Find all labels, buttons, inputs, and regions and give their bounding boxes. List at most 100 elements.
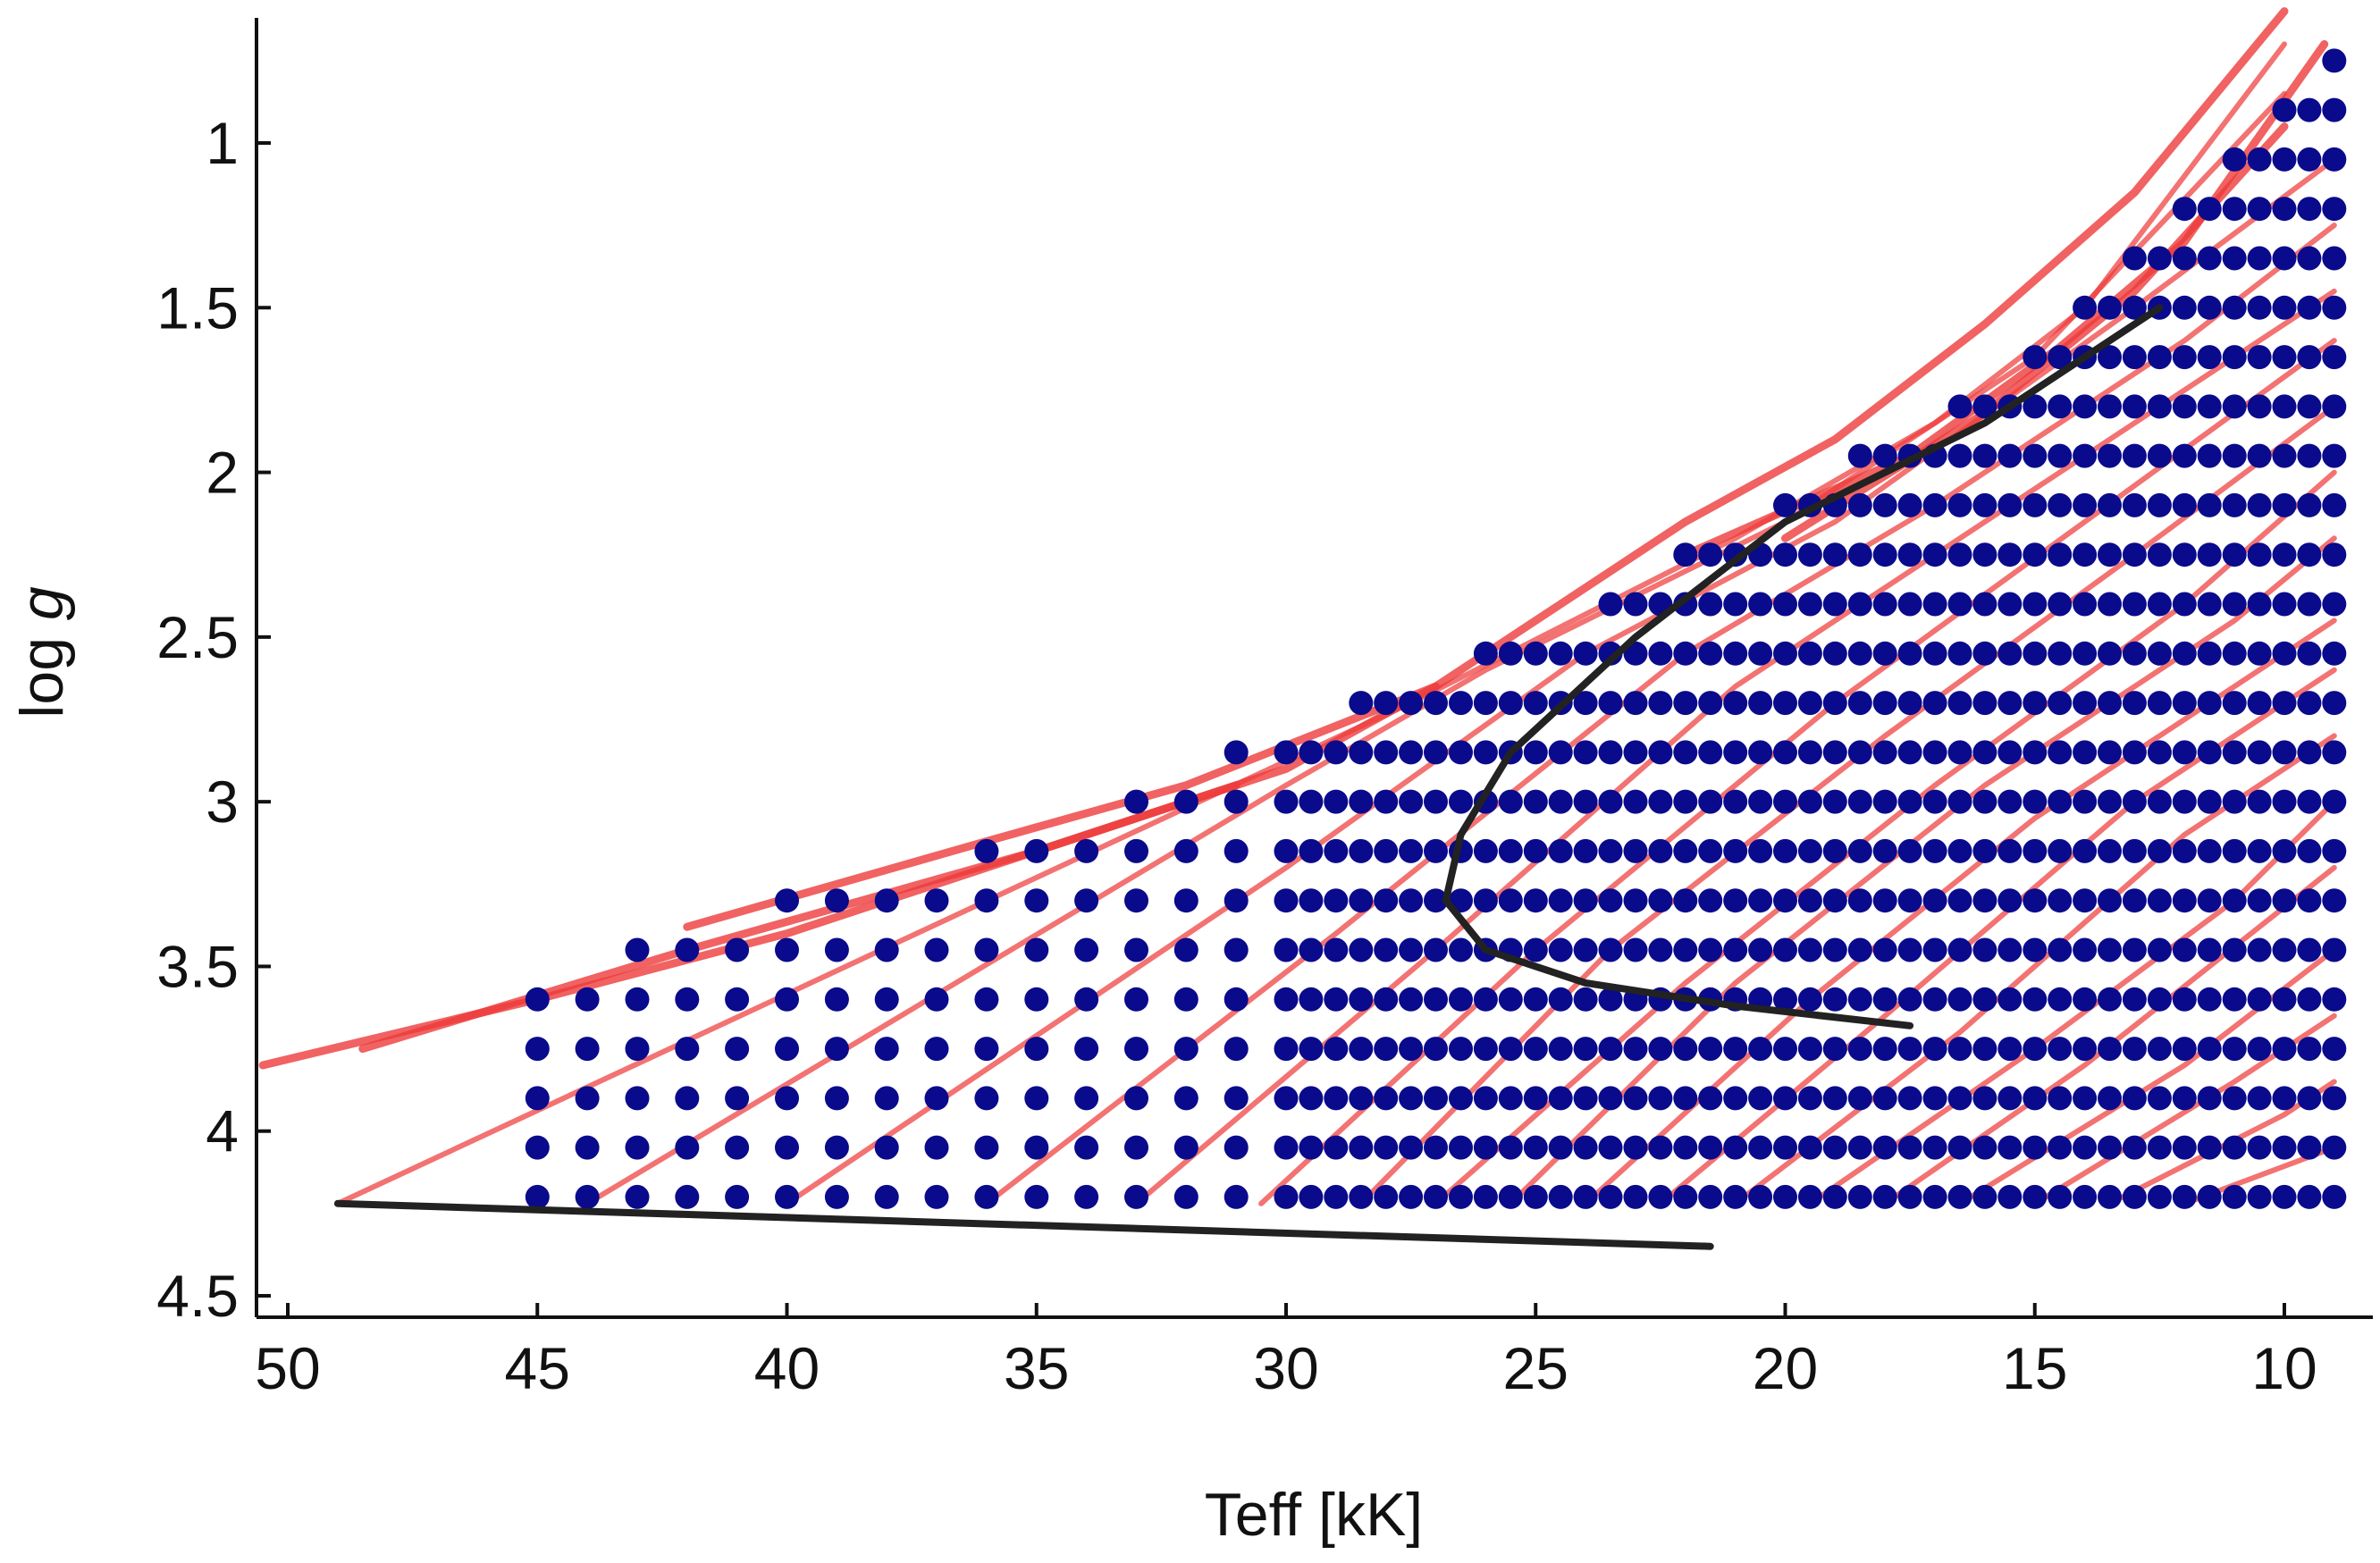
- grid-point: [2222, 394, 2247, 419]
- grid-point: [1822, 987, 1847, 1012]
- grid-point: [1847, 740, 1872, 765]
- grid-point: [1173, 1086, 1198, 1111]
- grid-point: [2197, 740, 2222, 765]
- grid-point: [1523, 1184, 1548, 1209]
- grid-point: [1748, 740, 1773, 765]
- grid-point: [2147, 987, 2172, 1012]
- axes: [255, 18, 2373, 1319]
- grid-point: [1748, 789, 1773, 814]
- grid-point: [2073, 691, 2098, 716]
- grid-point: [2073, 542, 2098, 567]
- grid-point: [625, 1037, 650, 1062]
- grid-point: [1449, 789, 1473, 814]
- grid-point: [2247, 197, 2272, 222]
- grid-point: [1598, 937, 1623, 962]
- grid-point: [1698, 641, 1723, 666]
- grid-point: [1773, 1086, 1797, 1111]
- grid-point: [1797, 691, 1822, 716]
- grid-point: [1723, 641, 1748, 666]
- grid-point: [1124, 888, 1148, 913]
- grid-point: [2098, 443, 2122, 468]
- grid-point: [2172, 789, 2197, 814]
- grid-point: [2098, 492, 2122, 517]
- grid-point: [1723, 937, 1748, 962]
- grid-point: [2048, 937, 2073, 962]
- grid-point: [1673, 740, 1698, 765]
- grid-point: [1498, 691, 1523, 716]
- grid-point: [1773, 641, 1797, 666]
- grid-point: [2023, 740, 2048, 765]
- grid-point: [1922, 592, 1947, 617]
- grid-point: [2048, 740, 2073, 765]
- grid-point: [2172, 1037, 2197, 1062]
- grid-point: [1748, 838, 1773, 863]
- grid-point: [2272, 838, 2297, 863]
- grid-point: [1299, 838, 1324, 863]
- grid-point: [2222, 443, 2247, 468]
- grid-point: [575, 1135, 600, 1160]
- grid-point: [2322, 97, 2347, 122]
- grid-point: [1972, 838, 1997, 863]
- grid-point: [2297, 641, 2322, 666]
- grid-point: [1623, 937, 1648, 962]
- grid-point: [2122, 937, 2147, 962]
- grid-point: [1723, 592, 1748, 617]
- grid-point: [2122, 246, 2147, 271]
- grid-point: [1822, 691, 1847, 716]
- grid-point: [1573, 838, 1598, 863]
- grid-point: [1648, 937, 1673, 962]
- grid-point: [1224, 838, 1249, 863]
- grid-point: [1947, 1184, 1972, 1209]
- grid-point: [2272, 987, 2297, 1012]
- grid-point: [2272, 443, 2297, 468]
- grid-point: [874, 888, 899, 913]
- grid-point: [2122, 888, 2147, 913]
- grid-point: [2098, 1086, 2122, 1111]
- grid-point: [1872, 492, 1897, 517]
- grid-point: [1997, 443, 2023, 468]
- grid-point: [1473, 838, 1498, 863]
- grid-point: [1598, 592, 1623, 617]
- grid-point: [2297, 542, 2322, 567]
- grid-point: [1299, 987, 1324, 1012]
- grid-point: [974, 1184, 999, 1209]
- grid-point: [1473, 740, 1498, 765]
- grid-point: [1473, 1037, 1498, 1062]
- grid-point: [2147, 789, 2172, 814]
- evolutionary-track-16: [2031, 1013, 2337, 1206]
- grid-point: [2272, 1135, 2297, 1160]
- grid-point: [1024, 1184, 1049, 1209]
- grid-point: [2098, 1184, 2122, 1209]
- grid-point: [2247, 691, 2272, 716]
- grid-point: [1349, 789, 1374, 814]
- grid-point: [1648, 789, 1673, 814]
- grid-point: [2147, 443, 2172, 468]
- grid-point: [2098, 592, 2122, 617]
- grid-point: [874, 1135, 899, 1160]
- grid-point: [1274, 789, 1299, 814]
- grid-point: [1498, 888, 1523, 913]
- grid-point: [2023, 987, 2048, 1012]
- grid-point: [2322, 888, 2347, 913]
- grid-point: [1872, 1086, 1897, 1111]
- grid-point: [2297, 394, 2322, 419]
- grid-point: [2197, 937, 2222, 962]
- grid-point: [2048, 1184, 2073, 1209]
- grid-point: [2023, 592, 2048, 617]
- grid-point: [1698, 789, 1723, 814]
- grid-point: [2023, 641, 2048, 666]
- grid-point: [874, 987, 899, 1012]
- x-tick-label: 10: [2251, 1335, 2317, 1401]
- grid-point: [1324, 838, 1349, 863]
- grid-point: [1673, 1086, 1698, 1111]
- grid-point: [1997, 888, 2023, 913]
- grid-point: [1723, 1037, 1748, 1062]
- grid-point: [1374, 740, 1399, 765]
- grid-point: [1473, 1086, 1498, 1111]
- grid-point: [1473, 691, 1498, 716]
- grid-point: [1723, 740, 1748, 765]
- grid-point: [1972, 492, 1997, 517]
- grid-point: [2073, 1037, 2098, 1062]
- grid-point: [1473, 987, 1498, 1012]
- grid-point: [1173, 1184, 1198, 1209]
